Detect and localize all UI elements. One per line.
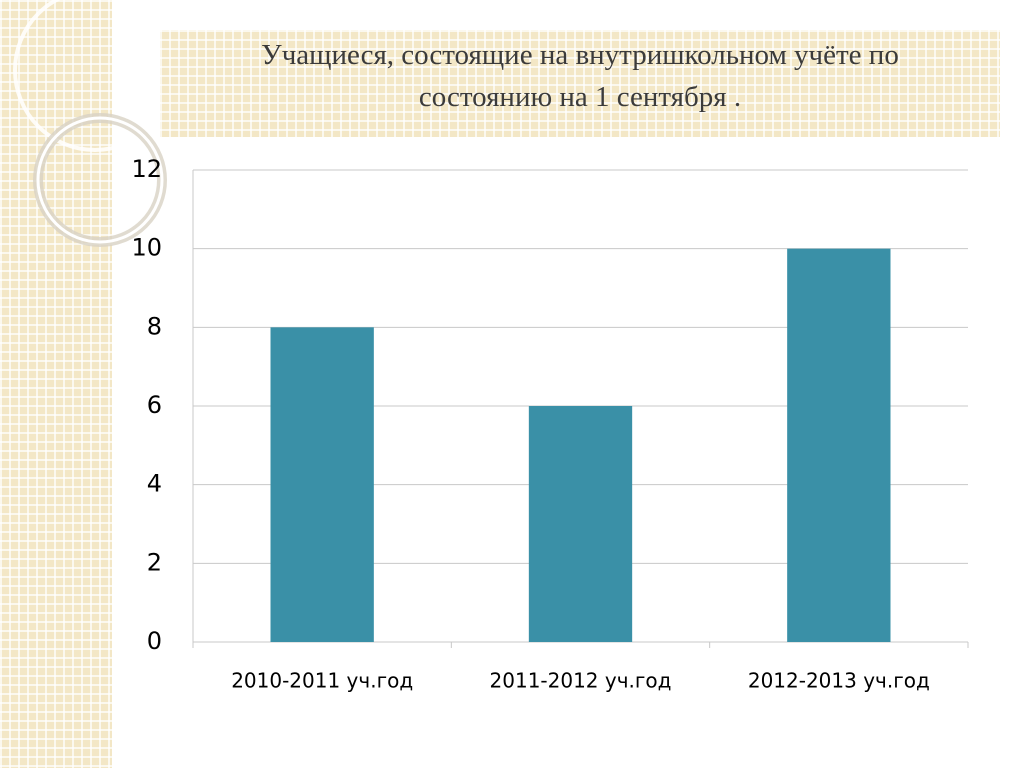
chart-title: Учащиеся, состоящие на внутришкольном уч… xyxy=(261,39,899,113)
x-tick-label: 2010-2011 уч.год xyxy=(231,669,413,693)
bar xyxy=(787,248,891,642)
x-tick-label: 2011-2012 уч.год xyxy=(490,669,672,693)
y-tick-label: 10 xyxy=(131,234,162,262)
y-tick-label: 0 xyxy=(147,627,162,655)
x-tick-label: 2012-2013 уч.год xyxy=(748,669,930,693)
background-strip xyxy=(0,0,112,768)
y-tick-label: 4 xyxy=(147,470,162,498)
bar xyxy=(528,406,633,642)
y-tick-label: 6 xyxy=(147,391,162,419)
y-tick-label: 12 xyxy=(131,155,162,183)
y-tick-label: 8 xyxy=(147,312,162,340)
title-band xyxy=(160,30,1000,137)
y-tick-label: 2 xyxy=(147,548,162,576)
bar xyxy=(270,327,374,642)
